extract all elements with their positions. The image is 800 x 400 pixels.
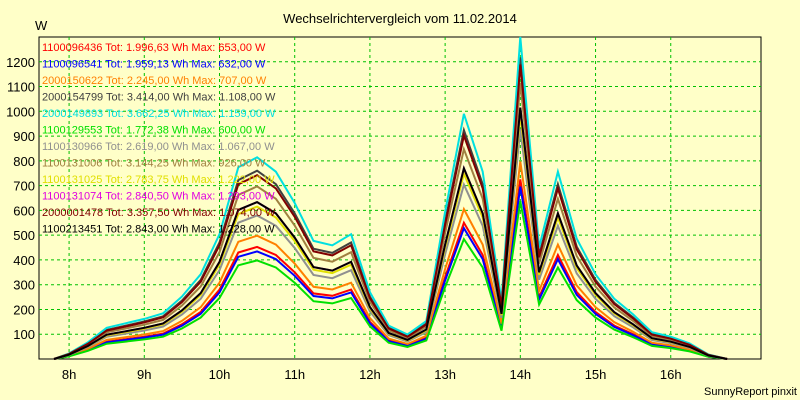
legend-entry-1: 1100096436 Tot: 1.996,63 Wh Max: 653,00 … (42, 42, 266, 54)
y-tick-label: 900 (13, 129, 35, 144)
y-tick-label: 1200 (6, 55, 35, 70)
y-tick-label: 200 (13, 302, 35, 317)
series-line-6 (53, 200, 728, 360)
series-line-3 (53, 161, 728, 360)
legend-entry-3: 2000150622 Tot: 2.245,00 Wh Max: 707,00 … (42, 75, 267, 87)
series-lines (53, 36, 728, 360)
legend-entry-9: 1100131025 Tot: 2.783,75 Wh Max: 1.222,0… (42, 174, 275, 186)
y-tick-label: 100 (13, 327, 35, 342)
series-line-7 (53, 128, 728, 360)
legend-entry-4: 2000154799 Tot: 3.414,00 Wh Max: 1.108,0… (42, 92, 276, 104)
x-tick-label: 8h (62, 367, 76, 382)
x-tick-label: 13h (434, 367, 456, 382)
legend-entry-10: 1100131074 Tot: 2.840,50 Wh Max: 1.293,0… (42, 191, 275, 203)
legend-entry-8: 1100131006 Tot: 3.144,25 Wh Max: 926,00 … (42, 158, 266, 170)
y-tick-label: 600 (13, 203, 35, 218)
y-tick-label: 1100 (7, 80, 35, 95)
y-tick-label: 300 (13, 278, 35, 293)
series-line-2 (53, 186, 728, 360)
legend-entry-7: 1100130966 Tot: 2.619,00 Wh Max: 1.067,0… (42, 141, 275, 153)
legend-entry-6: 1100129553 Tot: 1.772,38 Wh Max: 600,00 … (42, 125, 266, 137)
y-tick-label: 700 (13, 179, 35, 194)
x-tick-label: 11h (284, 367, 305, 382)
x-tick-label: 16h (660, 367, 682, 382)
legend-entry-11: 2000001478 Tot: 3.357,50 Wh Max: 1.074,0… (42, 207, 276, 219)
chart-title: Wechselrichtervergleich vom 11.02.2014 (283, 11, 517, 26)
plot-area (38, 36, 762, 360)
legend-entry-5: 2000149893 Tot: 3.662,25 Wh Max: 1.159,0… (42, 108, 276, 120)
x-tick-label: 9h (137, 367, 151, 382)
x-tick-label: 14h (509, 367, 531, 382)
series-line-12 (53, 107, 728, 360)
legend-entry-2: 1100096541 Tot: 1.959,13 Wh Max: 632,00 … (42, 59, 266, 71)
y-tick-label: 400 (13, 253, 35, 268)
series-line-11 (53, 64, 728, 360)
legend-entry-12: 1100213451 Tot: 2.843,00 Wh Max: 1.228,0… (42, 224, 275, 236)
y-axis-unit-label: W (35, 18, 48, 33)
y-tick-label: 800 (13, 154, 35, 169)
x-tick-label: 12h (359, 367, 381, 382)
footer-label: SunnyReport pinxit (704, 386, 797, 398)
series-line-8 (53, 82, 728, 360)
y-axis-ticks: 100 200 300 400 500 600 700 800 900 1000 1100 1200 (6, 55, 35, 342)
x-tick-label: 10h (209, 367, 231, 382)
y-tick-label: 500 (13, 228, 35, 243)
x-tick-label: 15h (585, 367, 607, 382)
series-line-5 (53, 36, 728, 360)
y-tick-label: 1000 (6, 104, 35, 119)
x-axis-ticks: 8h 9h 10h 11h 12h 13h 14h 15h 16h (62, 367, 682, 382)
legend: 1100096436 Tot: 1.996,63 Wh Max: 653,00 … (42, 42, 276, 236)
